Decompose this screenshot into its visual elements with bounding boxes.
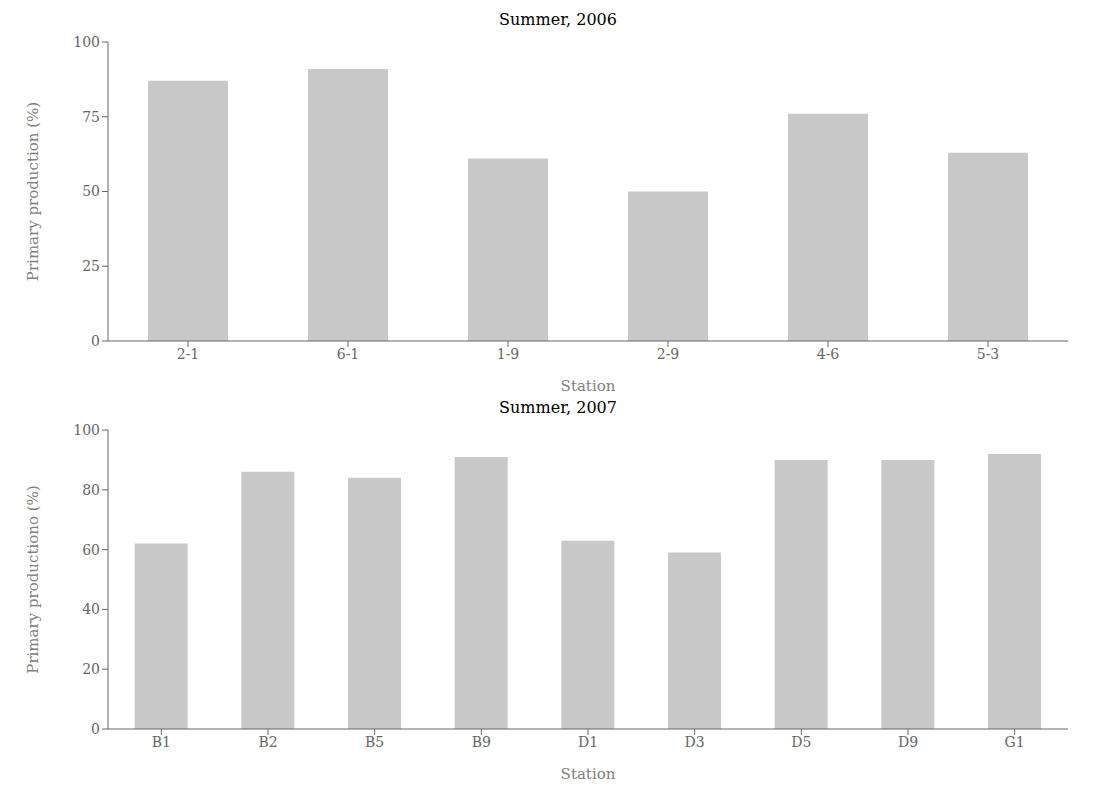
svg-text:B9: B9 bbox=[472, 734, 491, 750]
svg-text:50: 50 bbox=[82, 183, 100, 199]
svg-text:D1: D1 bbox=[578, 734, 598, 750]
svg-text:6-1: 6-1 bbox=[337, 346, 360, 362]
svg-text:20: 20 bbox=[82, 661, 100, 677]
svg-text:2-1: 2-1 bbox=[177, 346, 200, 362]
svg-text:B5: B5 bbox=[365, 734, 384, 750]
svg-text:2-9: 2-9 bbox=[657, 346, 680, 362]
svg-text:Primary production (%): Primary production (%) bbox=[24, 102, 42, 281]
svg-text:G1: G1 bbox=[1005, 734, 1025, 750]
svg-text:5-3: 5-3 bbox=[977, 346, 1000, 362]
svg-text:Station: Station bbox=[561, 765, 616, 783]
svg-text:0: 0 bbox=[91, 333, 100, 349]
svg-text:80: 80 bbox=[82, 482, 100, 498]
svg-text:D5: D5 bbox=[791, 734, 811, 750]
svg-text:B2: B2 bbox=[258, 734, 277, 750]
html-text:Summer, 2007: Summer, 2007 bbox=[499, 398, 617, 417]
svg-text:100: 100 bbox=[73, 34, 100, 50]
svg-text:1-9: 1-9 bbox=[497, 346, 520, 362]
svg-text:Station: Station bbox=[561, 377, 616, 395]
svg-text:0: 0 bbox=[91, 721, 100, 737]
svg-text:40: 40 bbox=[82, 601, 100, 617]
html-text:Summer, 2006: Summer, 2006 bbox=[499, 10, 617, 29]
svg-text:D3: D3 bbox=[685, 734, 705, 750]
svg-text:D9: D9 bbox=[898, 734, 918, 750]
svg-text:100: 100 bbox=[73, 422, 100, 438]
svg-text:25: 25 bbox=[82, 258, 100, 274]
svg-text:75: 75 bbox=[82, 109, 100, 125]
svg-text:4-6: 4-6 bbox=[817, 346, 840, 362]
svg-text:60: 60 bbox=[82, 542, 100, 558]
svg-text:Primary productiono (%): Primary productiono (%) bbox=[24, 485, 42, 673]
svg-text:B1: B1 bbox=[152, 734, 171, 750]
